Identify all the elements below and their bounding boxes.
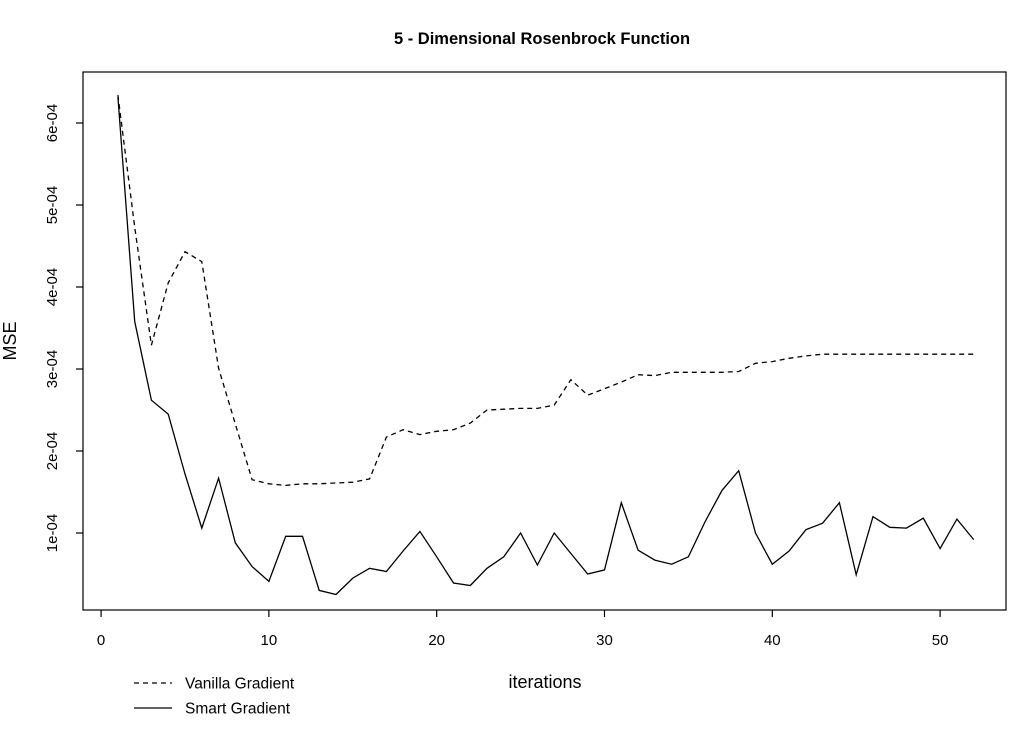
- x-tick-label: 30: [596, 632, 613, 649]
- x-tick-label: 40: [764, 632, 781, 649]
- y-tick-label: 3e-04: [44, 350, 61, 388]
- x-tick-label: 50: [932, 632, 949, 649]
- plot-area: 0 10 20 30 40 50 1e-04 2e-04 3e-04 4e-04 5e-04 6e-0…: [44, 71, 1007, 649]
- series-vanilla-gradient: [117, 95, 974, 487]
- x-tick-label: 20: [428, 632, 445, 649]
- series-smart-gradient: [117, 96, 975, 596]
- plot-frame: [82, 71, 1007, 611]
- y-tick-label: 4e-04: [44, 268, 61, 306]
- y-tick-label: 5e-04: [44, 186, 61, 224]
- chart-title: 5 - Dimensional Rosenbrock Function: [394, 30, 690, 48]
- legend-label-vanilla: Vanilla Gradient: [185, 676, 295, 693]
- y-tick-label: 1e-04: [44, 514, 61, 552]
- x-axis-label: iterations: [508, 672, 581, 692]
- x-tick-label: 10: [261, 632, 278, 649]
- y-tick-label: 2e-04: [44, 432, 61, 470]
- y-axis-label: MSE: [0, 321, 20, 360]
- y-tick-label: 6e-04: [44, 104, 61, 142]
- legend-label-smart: Smart Gradient: [185, 701, 291, 718]
- x-tick-label: 0: [97, 632, 105, 649]
- legend: Vanilla Gradient Smart Gradient: [134, 676, 295, 718]
